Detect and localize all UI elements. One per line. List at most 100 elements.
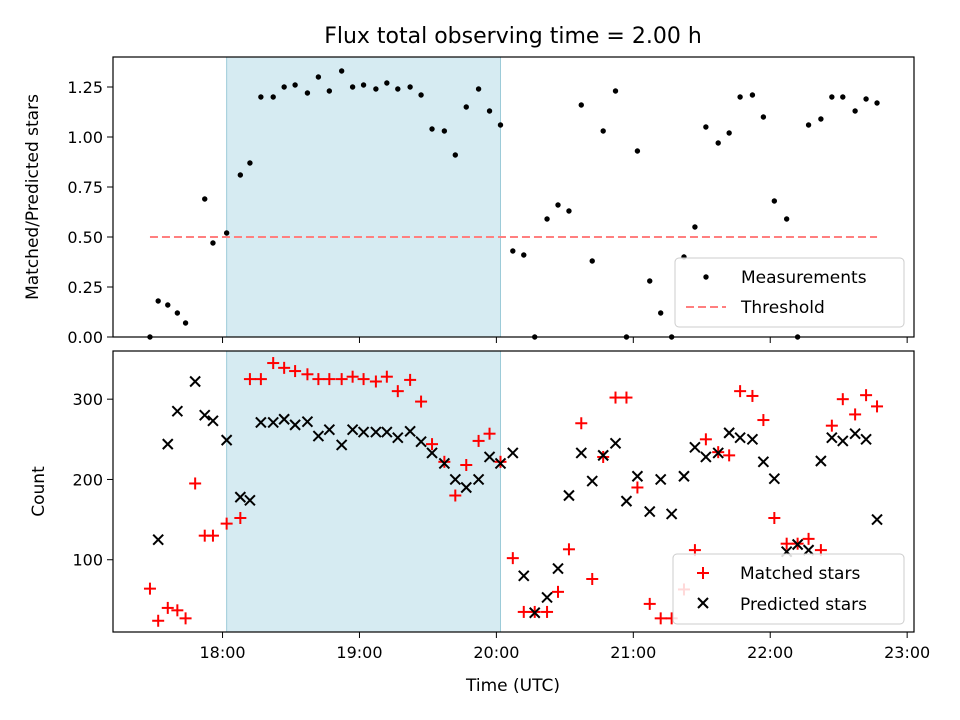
matched-star-point [143, 582, 156, 595]
matched-star-point [267, 357, 280, 370]
measurement-point [818, 116, 824, 122]
predicted-star-point [460, 481, 472, 494]
measurement-point [715, 140, 721, 146]
x-tick-label: 18:00 [199, 643, 245, 662]
predicted-star-point [426, 447, 438, 459]
top-y-tick-label: 0.75 [67, 178, 103, 197]
predicted-star-point [301, 415, 314, 428]
predicted-stars-series [152, 375, 883, 619]
predicted-star-point [404, 425, 416, 437]
matched-star-point [179, 612, 192, 625]
matched-star-point [391, 385, 404, 398]
legend-measurements-marker [703, 274, 709, 280]
predicted-star-point [472, 473, 485, 486]
matched-star-point [768, 511, 781, 524]
x-tick-label: 20:00 [473, 643, 519, 662]
top-y-tick-label: 1.00 [67, 128, 103, 147]
predicted-star-point [712, 447, 724, 459]
matched-star-point [404, 373, 417, 386]
measurement-point [182, 320, 189, 326]
legend-predicted-label: Predicted stars [740, 595, 867, 615]
measurement-point [475, 86, 482, 92]
predicted-star-point [871, 513, 883, 526]
measurements-series [147, 68, 880, 340]
bottom-highlight-span [226, 350, 501, 633]
measurement-point [589, 258, 595, 264]
measurement-point [510, 248, 516, 254]
predicted-star-point [234, 491, 247, 503]
predicted-star-point [563, 489, 575, 502]
bottom-y-tick-label: 200 [72, 470, 103, 489]
measurement-point [360, 82, 367, 88]
predicted-star-point [289, 419, 301, 431]
chart-title: Flux total observing time = 2.00 h [324, 24, 702, 49]
matched-star-point [171, 604, 184, 617]
measurement-point [165, 302, 171, 308]
matched-star-point [654, 612, 667, 625]
measurement-point [771, 198, 778, 204]
bottom-y-tick-label: 100 [72, 551, 103, 570]
legend-threshold-label: Threshold [740, 298, 825, 318]
measurement-point [852, 108, 858, 114]
measurement-point [544, 216, 550, 222]
legend-predicted-marker [697, 597, 709, 609]
matched-star-point [643, 597, 656, 610]
x-tick-label: 21:00 [610, 643, 656, 662]
bottom-legend-box [672, 553, 905, 625]
matched-star-point [631, 481, 644, 494]
predicted-star-point [483, 451, 496, 463]
predicted-star-point [837, 435, 849, 447]
predicted-star-point [162, 438, 174, 450]
matched-star-point [460, 459, 473, 472]
predicted-star-point [575, 447, 587, 459]
legend-matched-label: Matched stars [740, 564, 860, 584]
matched-star-point [860, 389, 873, 402]
predicted-star-point [189, 375, 201, 388]
bottom-legend: Matched stars Predicted stars [672, 553, 905, 625]
predicted-star-point [552, 562, 564, 575]
predicted-star-point [586, 475, 598, 487]
matched-star-point [620, 391, 633, 404]
measurement-point [521, 252, 527, 258]
matched-star-point [289, 365, 302, 378]
matched-star-point [597, 450, 610, 463]
measurement-point [441, 128, 448, 134]
predicted-star-point [631, 470, 644, 482]
measurement-point [703, 124, 709, 130]
matched-star-point [206, 529, 219, 542]
top-x-ticks [222, 337, 908, 343]
predicted-star-point [597, 449, 609, 462]
matched-star-point [278, 361, 291, 374]
measurement-point [384, 80, 390, 86]
top-y-tick-label: 0.50 [67, 228, 103, 247]
matched-star-point [494, 455, 507, 468]
predicted-star-point [392, 432, 404, 444]
predicted-star-point [644, 505, 656, 518]
matched-star-point [746, 389, 759, 402]
measurement-point [237, 172, 244, 178]
matched-star-point [357, 373, 370, 386]
matched-star-point [254, 373, 267, 386]
predicted-star-point [207, 415, 219, 427]
measurement-point [737, 94, 743, 100]
matched-star-point [161, 601, 174, 614]
predicted-star-point [346, 423, 359, 436]
matched-star-point [234, 511, 247, 524]
predicted-star-point [335, 439, 348, 451]
legend-measurements-label: Measurements [741, 268, 867, 288]
top-highlight-span [226, 56, 501, 338]
predicted-star-point [541, 591, 553, 604]
measurement-point [338, 68, 345, 74]
top-legend: Measurements Threshold [674, 257, 905, 328]
measurement-point [760, 114, 767, 120]
measurement-point [874, 100, 880, 106]
matched-star-point [871, 400, 884, 413]
measurement-point [223, 230, 230, 236]
matched-star-point [562, 543, 575, 556]
matched-star-point [152, 614, 165, 627]
predicted-star-point [678, 470, 690, 482]
predicted-star-point [723, 427, 735, 439]
matched-star-point [438, 455, 451, 468]
predicted-star-point [791, 538, 804, 551]
